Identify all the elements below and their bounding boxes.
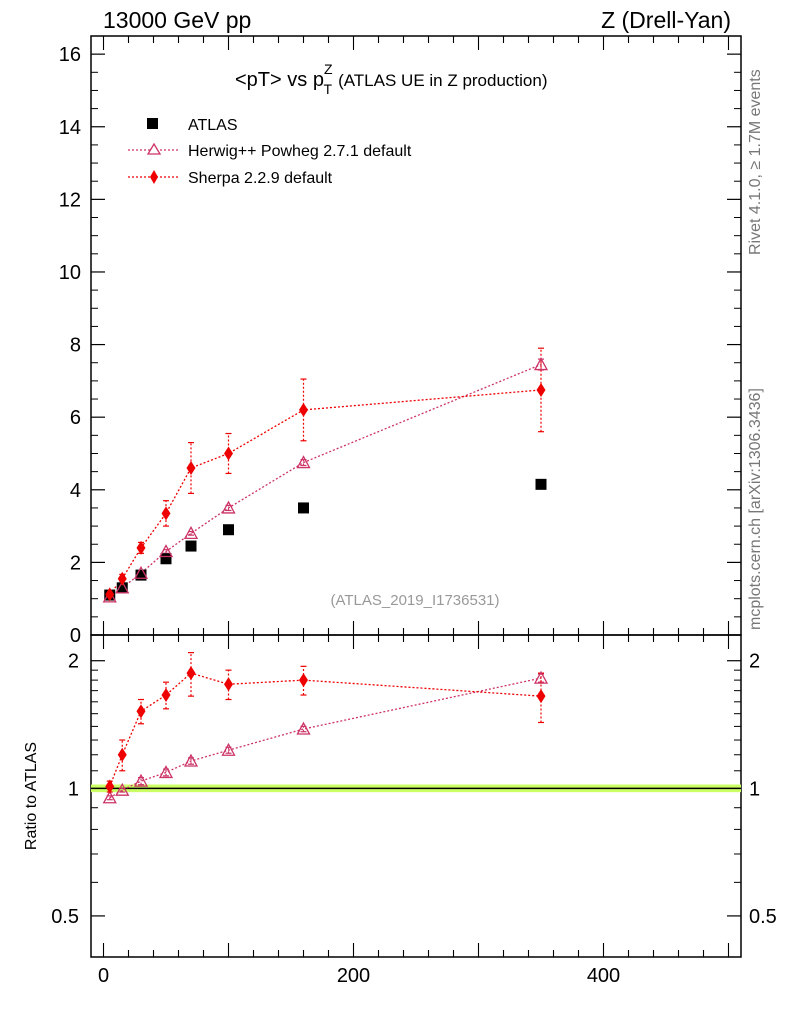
- sherpa-data-point: [186, 461, 196, 476]
- main-y-tick-label: 0: [70, 625, 81, 647]
- header-process-label: Z (Drell-Yan): [601, 7, 731, 33]
- herwig-ratio-point: [533, 670, 549, 684]
- herwig-data-point: [221, 500, 236, 514]
- herwig-data-point: [133, 565, 149, 579]
- main-y-tick-label: 8: [70, 335, 81, 357]
- sherpa-ratio-point: [105, 779, 115, 794]
- sherpa-series-line: [109, 389, 542, 595]
- ratio-plot-frame: [90, 634, 742, 958]
- sherpa-data-point: [536, 382, 546, 397]
- legend-sherpa-marker: [150, 170, 158, 184]
- atlas-data-point: [160, 553, 172, 565]
- sherpa-ratio-point: [136, 704, 146, 719]
- herwig-ratio-point: [102, 790, 117, 804]
- herwig-ratio-point: [115, 782, 130, 796]
- atlas-data-point: [298, 502, 309, 514]
- herwig-data-point: [533, 357, 549, 371]
- ratio-y-tick-label-right: 2: [749, 651, 760, 673]
- sherpa-data-point: [224, 446, 233, 461]
- ratio-y-tick-label-right: 1: [749, 778, 760, 800]
- legend-herwig-marker: [146, 142, 162, 155]
- legend-atlas-label: ATLAS: [188, 117, 238, 134]
- x-tick-label: 200: [337, 965, 370, 987]
- sherpa-ratio-point: [117, 747, 127, 762]
- herwig-data-point: [296, 455, 311, 469]
- main-y-tick-label: 2: [70, 552, 81, 574]
- herwig-ratio-point: [133, 773, 149, 787]
- main-y-tick-label: 6: [70, 407, 81, 429]
- sherpa-data-point: [161, 506, 171, 521]
- sherpa-ratio-line: [109, 672, 542, 787]
- herwig-ratio-point: [296, 721, 311, 735]
- main-y-tick-label: 4: [70, 480, 81, 502]
- herwig-data-point: [158, 544, 174, 558]
- x-tick-label: 0: [98, 965, 109, 987]
- sherpa-data-point: [105, 587, 115, 602]
- analysis-watermark: (ATLAS_2019_I1736531): [330, 592, 499, 609]
- ratio-y-tick-label-left: 0.5: [51, 906, 79, 928]
- mcplots-source-label: mcplots.cern.ch [arXiv:1306.3436]: [747, 388, 764, 630]
- legend-atlas-marker: [147, 118, 158, 129]
- main-y-tick-label: 16: [59, 44, 81, 66]
- ratio-y-axis-label: Ratio to ATLAS: [23, 742, 40, 850]
- herwig-ratio-point: [158, 765, 174, 779]
- ratio-y-tick-label-right: 0.5: [749, 906, 777, 928]
- herwig-ratio-point: [221, 742, 236, 756]
- sherpa-ratio-point: [299, 673, 308, 688]
- herwig-ratio-point: [183, 753, 199, 767]
- plot-title: <pT> vs pZ T (ATLAS UE in Z production): [235, 61, 548, 97]
- legend-sherpa-label: Sherpa 2.2.9 default: [188, 170, 333, 187]
- legend-herwig-label: Herwig++ Powheg 2.7.1 default: [188, 143, 412, 160]
- sherpa-ratio-point: [186, 666, 196, 681]
- herwig-ratio-line: [109, 677, 542, 799]
- legend: ATLAS Herwig++ Powheg 2.7.1 default Sher…: [128, 117, 412, 187]
- herwig-series-line: [109, 363, 542, 598]
- sherpa-data-point: [136, 540, 146, 555]
- herwig-data-point: [183, 525, 199, 540]
- main-y-tick-label: 12: [59, 189, 81, 211]
- atlas-data-point: [535, 478, 547, 490]
- rivet-version-label: Rivet 4.1.0, ≥ 1.7M events: [747, 69, 764, 255]
- atlas-data-point: [116, 582, 128, 594]
- sherpa-data-point: [117, 571, 127, 586]
- x-tick-label: 400: [587, 965, 620, 987]
- main-y-tick-label: 14: [59, 117, 81, 139]
- sherpa-ratio-point: [161, 688, 171, 703]
- main-y-tick-label: 10: [59, 262, 81, 284]
- header-energy-label: 13000 GeV pp: [103, 7, 251, 33]
- atlas-data-point: [135, 569, 147, 581]
- sherpa-ratio-point: [536, 689, 546, 704]
- sherpa-ratio-point: [224, 677, 233, 692]
- atlas-data-point: [185, 540, 197, 552]
- ratio-y-tick-label-left: 1: [68, 778, 79, 800]
- sherpa-data-point: [299, 402, 308, 417]
- herwig-data-point: [115, 580, 130, 594]
- ratio-y-tick-label-left: 2: [68, 651, 79, 673]
- atlas-data-point: [223, 524, 234, 536]
